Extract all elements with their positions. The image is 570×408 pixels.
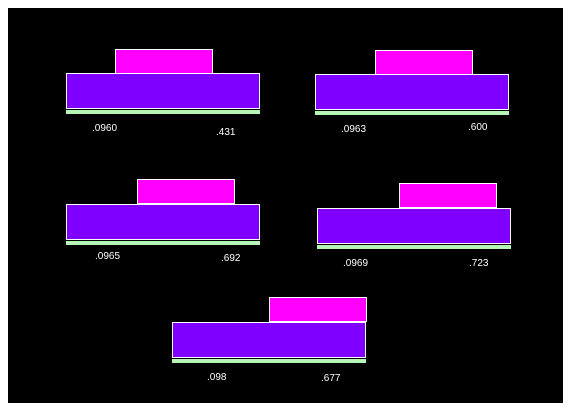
base-layer <box>315 111 509 115</box>
middle-layer <box>317 208 511 244</box>
middle-layer <box>66 73 260 109</box>
stack-panel-2: .0963 .600 <box>315 50 511 150</box>
left-label: .098 <box>207 372 227 383</box>
right-label: .600 <box>468 122 488 133</box>
right-label: .723 <box>469 258 489 269</box>
diagram-canvas: .0960 .431 .0963 .600 .0965 .692 .0969 .… <box>8 8 563 403</box>
middle-layer <box>66 204 260 240</box>
left-label: .0969 <box>343 258 369 269</box>
right-label: .677 <box>321 373 341 384</box>
stack-panel-3: .0965 .692 <box>66 179 262 279</box>
base-layer <box>66 110 260 114</box>
top-layer <box>375 50 473 75</box>
left-label: .0960 <box>92 123 118 134</box>
base-layer <box>66 241 260 245</box>
left-label: .0963 <box>341 124 367 135</box>
right-label: .692 <box>221 253 241 264</box>
top-layer <box>399 183 497 208</box>
middle-layer <box>315 74 509 110</box>
base-layer <box>317 245 511 249</box>
stack-panel-4: .0969 .723 <box>317 183 513 283</box>
top-layer <box>115 49 213 74</box>
base-layer <box>172 359 366 363</box>
left-label: .0965 <box>95 251 121 262</box>
top-layer <box>269 297 367 322</box>
stack-panel-5: .098 .677 <box>172 297 368 397</box>
stack-panel-1: .0960 .431 <box>66 49 262 149</box>
middle-layer <box>172 322 366 358</box>
top-layer <box>137 179 235 204</box>
right-label: .431 <box>216 127 236 138</box>
